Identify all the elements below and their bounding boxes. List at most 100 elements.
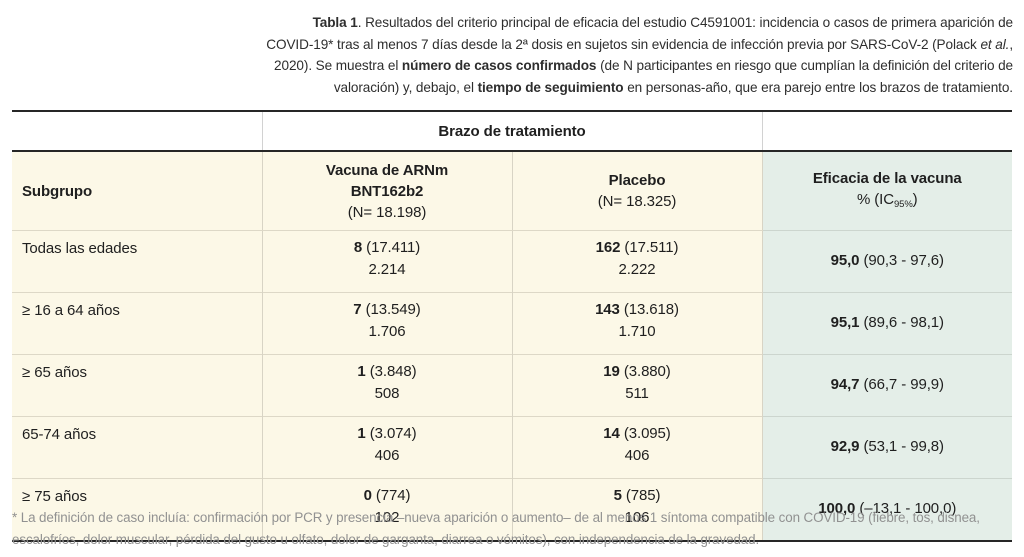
caption-text-4: en personas-año, que era parejo entre lo…	[623, 79, 1013, 95]
table-row-65-plus: ≥ 65 años 1 (3.848) 508 19 (3.880) 511 9…	[12, 354, 1013, 417]
efficacy-header-line2: % (IC95%)	[764, 189, 1012, 215]
cases-line: 143 (13.618)	[514, 299, 761, 321]
subgroup-cell: Todas las edades	[12, 230, 262, 293]
empty-header-cell	[761, 110, 1013, 152]
vaccine-name-line2: BNT162b2	[350, 182, 424, 200]
confidence-interval: (66,7 - 99,9)	[859, 376, 944, 393]
vaccine-cell: 7 (13.549) 1.706	[261, 292, 512, 355]
placebo-name: Placebo	[608, 172, 666, 189]
followup-line: 106	[624, 509, 650, 526]
followup-line: 2.222	[618, 261, 656, 278]
vaccine-cell: 0 (774) 102	[261, 478, 512, 542]
followup-line: 102	[374, 509, 400, 526]
confidence-interval: (89,6 - 98,1)	[859, 314, 944, 331]
subgroup-cell: 65-74 años	[12, 416, 262, 479]
efficacy-value: 94,7	[830, 376, 860, 393]
table-caption: Tabla 1. Resultados del criterio princip…	[266, 12, 1013, 98]
placebo-cell: 143 (13.618) 1.710	[511, 292, 763, 355]
subgroup-cell: ≥ 75 años	[12, 478, 262, 542]
n-at-risk: (13.618)	[619, 301, 679, 318]
efficacy-cell: 95,0 (90,3 - 97,6)	[761, 230, 1013, 293]
column-header-efficacy: Eficacia de la vacuna % (IC95%)	[761, 151, 1013, 231]
vaccine-name-line1: Vacuna de ARNm	[325, 161, 449, 179]
cases-line: 5 (785)	[514, 485, 761, 507]
followup-line: 406	[374, 447, 400, 464]
vaccine-cell: 1 (3.848) 508	[261, 354, 512, 417]
cases-line: 7 (13.549)	[264, 299, 511, 321]
followup-line: 1.710	[618, 323, 656, 340]
caption-text-1: . Resultados del criterio principal de e…	[266, 15, 1013, 52]
placebo-cell: 5 (785) 106	[511, 478, 763, 542]
column-header-row: Subgrupo Vacuna de ARNm BNT162b2 (N= 18.…	[12, 151, 1013, 231]
n-at-risk: (785)	[621, 487, 661, 504]
efficacy-cell: 94,7 (66,7 - 99,9)	[761, 354, 1013, 417]
efficacy-value: 95,1	[830, 314, 860, 331]
caption-text-3: (de N participantes en riesgo que cumplí…	[333, 58, 1013, 95]
n-at-risk: (3.095)	[619, 425, 671, 442]
subgroup-cell: ≥ 16 a 64 años	[12, 292, 262, 355]
cases-line: 162 (17.511)	[514, 237, 761, 259]
table-row-all-ages: Todas las edades 8 (17.411) 2.214 162 (1…	[12, 230, 1013, 293]
placebo-cell: 14 (3.095) 406	[511, 416, 763, 479]
caption-table-number: Tabla 1	[312, 15, 358, 30]
cases-line: 19 (3.880)	[514, 361, 761, 383]
followup-line: 508	[374, 385, 400, 402]
cases-line: 1 (3.848)	[264, 361, 511, 383]
cases-count: 8	[353, 239, 363, 256]
n-at-risk: (3.074)	[365, 425, 417, 442]
confidence-interval: (–13,1 - 100,0)	[855, 500, 957, 517]
vaccine-cell: 1 (3.074) 406	[261, 416, 512, 479]
vaccine-cell: 8 (17.411) 2.214	[261, 230, 512, 293]
efficacy-table: Brazo de tratamiento Subgrupo Vacuna de …	[12, 110, 1013, 542]
subgroup-cell: ≥ 65 años	[12, 354, 262, 417]
cases-line: 1 (3.074)	[264, 423, 511, 445]
followup-line: 406	[624, 447, 650, 464]
cases-count: 5	[613, 487, 622, 504]
table-row-16-64: ≥ 16 a 64 años 7 (13.549) 1.706 143 (13.…	[12, 292, 1013, 355]
empty-corner-cell	[12, 110, 262, 152]
cases-line: 0 (774)	[264, 485, 511, 507]
n-at-risk: (13.549)	[361, 301, 421, 318]
efficacy-value: 100,0	[818, 500, 856, 517]
caption-text-2: , 2020). Se muestra el	[274, 36, 1013, 74]
n-at-risk: (17.411)	[362, 239, 421, 256]
n-at-risk: (17.511)	[620, 239, 679, 256]
placebo-cell: 162 (17.511) 2.222	[511, 230, 763, 293]
followup-line: 1.706	[368, 323, 406, 340]
group-header-row: Brazo de tratamiento	[12, 110, 1013, 152]
n-at-risk: (774)	[371, 487, 411, 504]
cases-line: 8 (17.411)	[264, 237, 511, 259]
column-header-vaccine: Vacuna de ARNm BNT162b2 (N= 18.198)	[261, 151, 512, 231]
vaccine-n: (N= 18.198)	[347, 203, 427, 221]
cases-count: 1	[357, 363, 366, 380]
efficacy-cell: 92,9 (53,1 - 99,8)	[761, 416, 1013, 479]
placebo-n: (N= 18.325)	[597, 193, 677, 210]
cases-count: 1	[357, 425, 366, 442]
column-header-placebo: Placebo (N= 18.325)	[511, 151, 763, 231]
n-at-risk: (3.880)	[619, 363, 671, 380]
column-header-subgroup: Subgrupo	[12, 151, 262, 231]
efficacy-ci-subscript: 95%	[893, 198, 913, 210]
treatment-arm-group-header: Brazo de tratamiento	[261, 110, 763, 152]
cases-line: 14 (3.095)	[514, 423, 761, 445]
cases-count: 162	[595, 239, 621, 256]
confidence-interval: (53,1 - 99,8)	[859, 438, 944, 455]
efficacy-value: 92,9	[830, 438, 860, 455]
n-at-risk: (3.848)	[365, 363, 417, 380]
confidence-interval: (90,3 - 97,6)	[859, 252, 944, 269]
efficacy-header-line1: Eficacia de la vacuna	[812, 169, 962, 187]
efficacy-cell: 100,0 (–13,1 - 100,0)	[761, 478, 1013, 542]
caption-bold-confirmed-cases: número de casos confirmados	[401, 58, 597, 74]
placebo-cell: 19 (3.880) 511	[511, 354, 763, 417]
efficacy-pct-prefix: % (IC	[856, 190, 894, 208]
table-row-65-74: 65-74 años 1 (3.074) 406 14 (3.095) 406 …	[12, 416, 1013, 479]
efficacy-cell: 95,1 (89,6 - 98,1)	[761, 292, 1013, 355]
cases-count: 7	[353, 301, 362, 318]
caption-bold-followup-time: tiempo de seguimiento	[477, 79, 624, 95]
caption-et-al: et al.	[980, 36, 1010, 52]
followup-line: 511	[625, 385, 649, 402]
followup-line: 2.214	[368, 261, 406, 278]
cases-count: 14	[603, 425, 620, 442]
efficacy-value: 95,0	[830, 252, 860, 269]
